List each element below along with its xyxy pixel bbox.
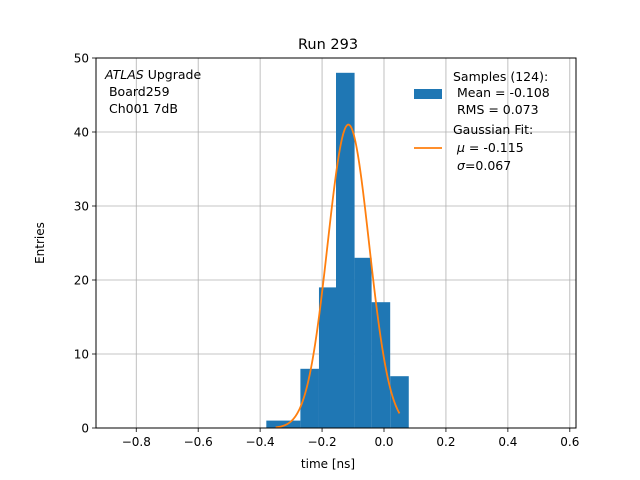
mu-value: = -0.115 xyxy=(465,140,524,155)
y-tick-label: 50 xyxy=(74,52,89,66)
histogram-bar xyxy=(354,257,372,428)
legend-fit-sigma: σ=0.067 xyxy=(457,158,511,173)
histogram-bar xyxy=(300,368,319,428)
upgrade-label: Upgrade xyxy=(144,67,202,82)
histogram-bar xyxy=(266,420,301,428)
histogram-bar xyxy=(390,376,409,428)
x-tick-label: 0.6 xyxy=(560,435,579,449)
legend: Samples (124): Mean = -0.108 RMS = 0.073… xyxy=(414,69,550,173)
gaussian-fit-line xyxy=(275,123,401,429)
atlas-annotation: ATLAS Upgrade Board259 Ch001 7dB xyxy=(104,67,201,116)
histogram-bar xyxy=(371,302,391,428)
y-axis-ticks: 0 10 20 30 40 50 xyxy=(74,52,96,436)
y-tick-label: 0 xyxy=(81,422,89,436)
legend-samples-label: Samples (124): xyxy=(453,69,548,84)
x-tick-label: 0.4 xyxy=(498,435,517,449)
y-tick-label: 20 xyxy=(74,274,89,288)
x-axis-ticks: −0.8 −0.6 −0.4 −0.2 0.0 0.2 0.4 0.6 xyxy=(122,428,579,449)
y-tick-label: 30 xyxy=(74,200,89,214)
y-tick-label: 40 xyxy=(74,126,89,140)
board-label: Board259 xyxy=(105,84,170,99)
gaussian-fit-curve xyxy=(275,123,401,429)
x-tick-label: 0.2 xyxy=(436,435,455,449)
x-tick-label: −0.6 xyxy=(184,435,213,449)
x-tick-label: −0.4 xyxy=(246,435,275,449)
legend-fit-label: Gaussian Fit: xyxy=(453,122,533,137)
y-tick-label: 10 xyxy=(74,348,89,362)
chart-title: Run 293 xyxy=(298,37,358,53)
x-tick-label: −0.8 xyxy=(122,435,151,449)
mu-symbol: μ xyxy=(456,140,465,155)
y-axis-label: Entries xyxy=(33,222,47,264)
sigma-value: =0.067 xyxy=(465,158,511,173)
legend-samples-mean: Mean = -0.108 xyxy=(453,85,550,100)
plot-frame xyxy=(95,57,577,429)
histogram-bar xyxy=(318,287,336,428)
x-axis-label: time [ns] xyxy=(301,457,355,471)
sigma-symbol: σ xyxy=(457,158,466,173)
channel-label: Ch001 7dB xyxy=(105,101,178,116)
histogram-bar xyxy=(336,72,355,429)
histogram-bars xyxy=(266,72,409,429)
legend-samples-rms: RMS = 0.073 xyxy=(453,102,539,117)
legend-fit-mu: μ = -0.115 xyxy=(456,140,524,155)
legend-samples-swatch xyxy=(414,89,442,99)
atlas-label: ATLAS xyxy=(104,67,144,82)
annotation-line-1: ATLAS Upgrade xyxy=(104,67,201,82)
x-tick-label: 0.0 xyxy=(374,435,393,449)
x-tick-label: −0.2 xyxy=(307,435,336,449)
